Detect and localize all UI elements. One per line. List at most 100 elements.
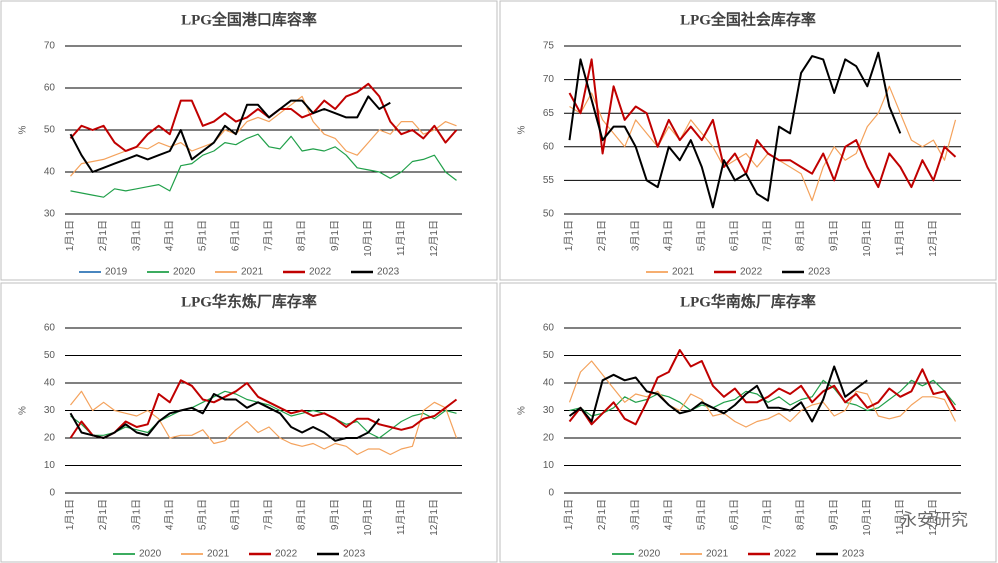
y-tick-label: 60	[44, 83, 56, 94]
y-tick-label: 65	[543, 108, 555, 119]
series-line	[70, 390, 458, 456]
x-tick-label: 8月1日	[795, 499, 807, 530]
x-tick-label: 7月1日	[762, 499, 774, 530]
y-tick-label: 40	[44, 378, 56, 389]
y-tick-label: 40	[543, 378, 555, 389]
y-tick-label: 55	[543, 175, 555, 186]
x-tick-label: 9月1日	[828, 499, 840, 530]
legend-label: 2019	[105, 267, 128, 278]
legend-label: 2023	[377, 267, 400, 278]
series-line	[568, 360, 957, 428]
x-tick-label: 1月1日	[64, 220, 76, 251]
x-tick-label: 5月1日	[196, 220, 208, 251]
series-line	[69, 393, 381, 442]
y-tick-label: 40	[44, 167, 56, 178]
panel-border	[0, 0, 498, 281]
chart-title: LPG华东炼厂库存率	[181, 292, 317, 310]
legend-label: 2022	[774, 549, 797, 560]
x-tick-label: 10月1日	[362, 499, 374, 536]
x-tick-label: 12月1日	[927, 499, 939, 536]
x-tick-label: 6月1日	[729, 499, 741, 530]
x-tick-label: 2月1日	[97, 499, 109, 530]
series-line	[568, 58, 957, 189]
y-tick-label: 20	[44, 433, 56, 444]
y-tick-label: 30	[44, 405, 56, 416]
y-tick-label: 50	[44, 350, 56, 361]
x-tick-label: 4月1日	[163, 220, 175, 251]
x-tick-label: 1月1日	[563, 499, 575, 530]
series-line	[70, 390, 457, 439]
watermark: 永安研究	[900, 510, 968, 529]
x-tick-label: 2月1日	[596, 220, 608, 251]
x-tick-label: 12月1日	[428, 499, 440, 536]
x-tick-label: 8月1日	[296, 499, 308, 530]
legend-label: 2022	[309, 267, 332, 278]
y-tick-label: 50	[44, 125, 56, 136]
x-tick-label: 6月1日	[230, 220, 242, 251]
y-tick-label: 60	[44, 323, 56, 334]
y-tick-label: 75	[543, 41, 555, 52]
x-tick-label: 3月1日	[130, 220, 142, 251]
x-tick-label: 6月1日	[230, 499, 242, 530]
x-tick-label: 12月1日	[428, 220, 440, 257]
series-line	[569, 85, 957, 202]
y-axis-label: %	[517, 125, 528, 134]
y-tick-label: 0	[548, 488, 554, 499]
y-tick-label: 20	[543, 433, 555, 444]
legend-label: 2020	[638, 549, 661, 560]
y-tick-label: 30	[44, 209, 56, 220]
y-axis-label: %	[18, 406, 29, 415]
y-tick-label: 50	[543, 350, 555, 361]
x-tick-label: 5月1日	[196, 499, 208, 530]
x-tick-label: 6月1日	[729, 220, 741, 251]
series-line	[70, 95, 457, 177]
x-tick-label: 4月1日	[662, 499, 674, 530]
x-tick-label: 10月1日	[861, 499, 873, 536]
x-tick-label: 9月1日	[828, 220, 840, 251]
y-axis-label: %	[517, 406, 528, 415]
panel-border	[499, 282, 997, 563]
x-tick-label: 9月1日	[329, 220, 341, 251]
chart-title: LPG全国社会库存率	[680, 10, 816, 28]
legend-label: 2023	[343, 549, 366, 560]
legend-label: 2022	[740, 267, 763, 278]
y-tick-label: 60	[543, 141, 555, 152]
x-tick-label: 3月1日	[629, 220, 641, 251]
x-tick-label: 4月1日	[662, 220, 674, 251]
x-tick-label: 2月1日	[97, 220, 109, 251]
legend-label: 2020	[173, 267, 196, 278]
x-tick-label: 7月1日	[263, 499, 275, 530]
x-tick-label: 4月1日	[163, 499, 175, 530]
x-tick-label: 8月1日	[296, 220, 308, 251]
y-tick-label: 70	[543, 74, 555, 85]
x-tick-label: 9月1日	[329, 499, 341, 530]
x-tick-label: 5月1日	[695, 499, 707, 530]
series-line	[69, 82, 458, 152]
x-tick-label: 3月1日	[130, 499, 142, 530]
y-tick-label: 10	[543, 460, 555, 471]
x-tick-label: 10月1日	[362, 220, 374, 257]
x-tick-label: 12月1日	[927, 220, 939, 257]
legend-label: 2020	[139, 549, 162, 560]
series-line	[568, 51, 902, 209]
y-tick-label: 0	[49, 488, 55, 499]
y-axis-label: %	[18, 125, 29, 134]
x-tick-label: 7月1日	[762, 220, 774, 251]
legend-label: 2022	[275, 549, 298, 560]
y-tick-label: 10	[44, 460, 56, 471]
legend-label: 2021	[207, 549, 230, 560]
legend-label: 2023	[842, 549, 865, 560]
x-tick-label: 7月1日	[263, 220, 275, 251]
y-tick-label: 50	[543, 209, 555, 220]
legend-label: 2021	[672, 267, 695, 278]
legend-label: 2021	[241, 267, 264, 278]
x-tick-label: 1月1日	[64, 499, 76, 530]
panel-border	[499, 0, 997, 281]
chart-title: LPG全国港口库容率	[181, 10, 317, 28]
x-tick-label: 11月1日	[395, 499, 407, 535]
y-tick-label: 60	[543, 323, 555, 334]
x-tick-label: 8月1日	[795, 220, 807, 251]
x-tick-label: 2月1日	[596, 499, 608, 530]
x-tick-label: 1月1日	[563, 220, 575, 251]
legend-label: 2021	[706, 549, 729, 560]
